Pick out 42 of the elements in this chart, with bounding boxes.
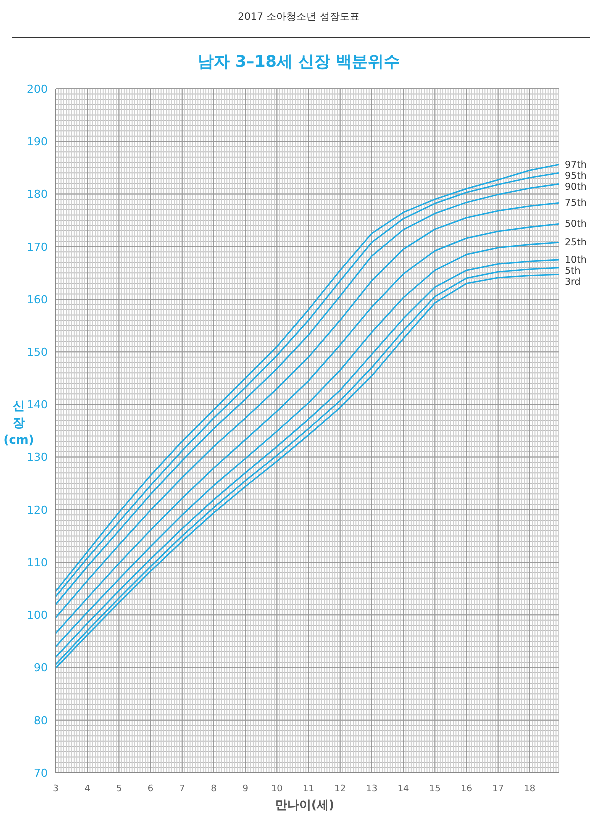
x-tick-label: 4 <box>84 784 91 794</box>
x-tick-label: 10 <box>271 784 284 794</box>
x-tick-label: 6 <box>148 784 154 794</box>
x-axis-title: 만나이(세) <box>274 797 336 814</box>
series-label: 25th <box>565 238 587 249</box>
series-label: 95th <box>565 170 587 182</box>
y-tick-label: 150 <box>27 346 48 359</box>
series-label: 97th <box>565 160 587 171</box>
x-tick-label: 3 <box>53 784 59 794</box>
y-tick-label: 130 <box>27 451 48 464</box>
y-tick-label: 70 <box>34 766 48 780</box>
series-label: 75th <box>565 198 587 210</box>
x-tick-label: 11 <box>303 784 314 794</box>
y-tick-label: 140 <box>27 398 48 412</box>
x-tick-label: 18 <box>524 784 536 794</box>
series-label: 5th <box>565 266 581 277</box>
series-label: 50th <box>565 219 587 230</box>
series-label: 10th <box>565 255 587 266</box>
y-tick-label: 80 <box>34 714 48 728</box>
x-tick-label: 13 <box>366 784 378 794</box>
y-tick-label: 190 <box>27 136 48 149</box>
x-tick-label: 9 <box>242 784 249 794</box>
y-tick-label: 170 <box>27 240 48 254</box>
series-label: 90th <box>565 182 587 193</box>
x-tick-label: 7 <box>180 784 186 794</box>
y-tick-label: 200 <box>27 82 48 96</box>
chart-subtitle: 2017 소아청소년 성장도표 <box>237 11 361 24</box>
x-tick-label: 12 <box>334 784 346 794</box>
y-tick-label: 110 <box>27 556 48 570</box>
y-tick-label: 180 <box>27 188 48 202</box>
y-tick-label: 90 <box>34 662 48 675</box>
x-tick-label: 14 <box>398 784 410 794</box>
x-tick-label: 8 <box>211 784 218 794</box>
x-tick-label: 16 <box>461 784 473 794</box>
chart-title: 남자 3–18세 신장 백분위수 <box>196 52 402 73</box>
series-label: 3rd <box>565 277 581 288</box>
x-tick-label: 17 <box>492 784 504 794</box>
x-tick-label: 5 <box>116 784 122 794</box>
y-tick-label: 120 <box>27 504 48 517</box>
x-tick-label: 15 <box>429 784 441 794</box>
y-tick-label: 160 <box>27 293 48 306</box>
y-tick-label: 100 <box>27 609 48 622</box>
